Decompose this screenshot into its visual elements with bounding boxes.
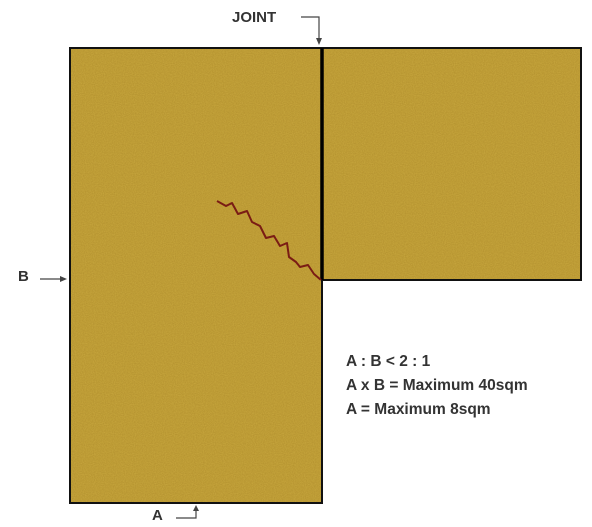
- joint-label: JOINT: [232, 9, 277, 26]
- joint-leader-arrow: [301, 16, 322, 45]
- max-area-rule: A x B = Maximum 40sqm: [346, 377, 528, 394]
- slab-area: [70, 48, 581, 503]
- aspect-ratio-rule: A : B < 2 : 1: [346, 353, 431, 370]
- b-leader-arrow: [40, 276, 67, 282]
- a-leader-arrow: [176, 505, 199, 519]
- max-side-rule: A = Maximum 8sqm: [346, 401, 491, 418]
- slab-size-rules: A : B < 2 : 1 A x B = Maximum 40sqm A = …: [346, 350, 528, 422]
- b-dimension-label: B: [18, 268, 29, 285]
- crack-line: [216, 200, 322, 281]
- a-dimension-label: A: [152, 507, 163, 524]
